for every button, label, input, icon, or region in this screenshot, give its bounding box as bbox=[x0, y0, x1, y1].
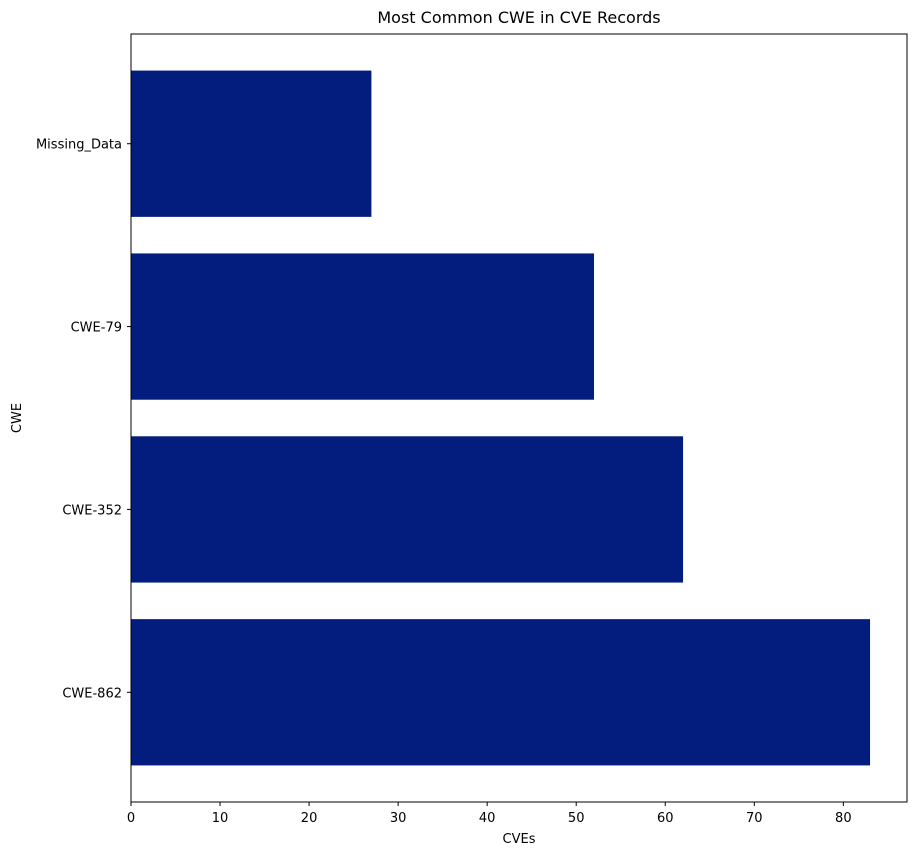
x-tick-label: 0 bbox=[127, 811, 135, 826]
bar-cwe-79 bbox=[131, 253, 595, 400]
y-tick-label: CWE-352 bbox=[62, 503, 122, 518]
plot-frame bbox=[130, 33, 908, 803]
x-axis: 0 10 20 30 40 50 60 70 80 bbox=[127, 802, 852, 826]
y-tick-label: CWE-79 bbox=[71, 321, 122, 336]
y-tick-label: CWE-862 bbox=[62, 686, 122, 701]
x-axis-title: CVEs bbox=[503, 832, 536, 847]
x-tick-label: 20 bbox=[301, 811, 318, 826]
bar-cwe-352 bbox=[131, 436, 684, 583]
y-axis-title: CWE bbox=[10, 403, 25, 433]
bar-cwe-862 bbox=[131, 619, 871, 766]
chart-title: Most Common CWE in CVE Records bbox=[377, 8, 660, 27]
x-tick-label: 40 bbox=[479, 811, 496, 826]
x-tick-label: 10 bbox=[212, 811, 229, 826]
x-tick-label: 30 bbox=[390, 811, 407, 826]
x-tick-label: 60 bbox=[657, 811, 674, 826]
y-tick-label: Missing_Data bbox=[36, 138, 122, 153]
bar-missing-data bbox=[131, 70, 372, 217]
y-axis: CWE-862 CWE-352 CWE-79 Missing_Data bbox=[36, 138, 131, 701]
bars-group bbox=[131, 70, 871, 766]
x-tick-label: 50 bbox=[568, 811, 585, 826]
x-tick-label: 80 bbox=[835, 811, 852, 826]
x-tick-label: 70 bbox=[746, 811, 763, 826]
